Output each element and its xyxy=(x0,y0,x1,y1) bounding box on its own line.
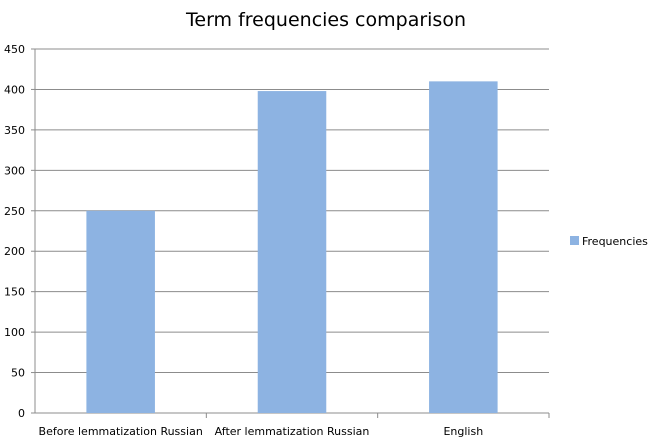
y-tick-label: 200 xyxy=(4,245,25,258)
x-tick-label: Before lemmatization Russian xyxy=(39,425,203,438)
x-tick-label: After lemmatization Russian xyxy=(215,425,370,438)
y-tick-label: 0 xyxy=(18,407,25,420)
bars xyxy=(86,81,498,413)
chart-title: Term frequencies comparison xyxy=(185,9,466,31)
y-tick-label: 100 xyxy=(4,326,25,339)
legend-label-frequencies: Frequencies xyxy=(582,235,648,248)
bar xyxy=(429,81,498,413)
x-tick-labels: Before lemmatization Russian After lemmat… xyxy=(39,425,484,438)
y-tick-label: 300 xyxy=(4,164,25,177)
y-tick-label: 150 xyxy=(4,286,25,299)
y-tick-label: 450 xyxy=(4,43,25,56)
y-tick-label: 250 xyxy=(4,205,25,218)
y-tick-label: 50 xyxy=(11,367,25,380)
y-tick-labels: 0 50 100 150 200 250 300 350 400 450 xyxy=(4,43,25,420)
x-tick-label: English xyxy=(443,425,483,438)
legend: Frequencies xyxy=(570,235,648,248)
y-tick-label: 350 xyxy=(4,124,25,137)
bar xyxy=(257,91,327,413)
bar xyxy=(86,210,155,413)
legend-swatch-frequencies xyxy=(570,236,579,245)
y-tick-label: 400 xyxy=(4,83,25,96)
